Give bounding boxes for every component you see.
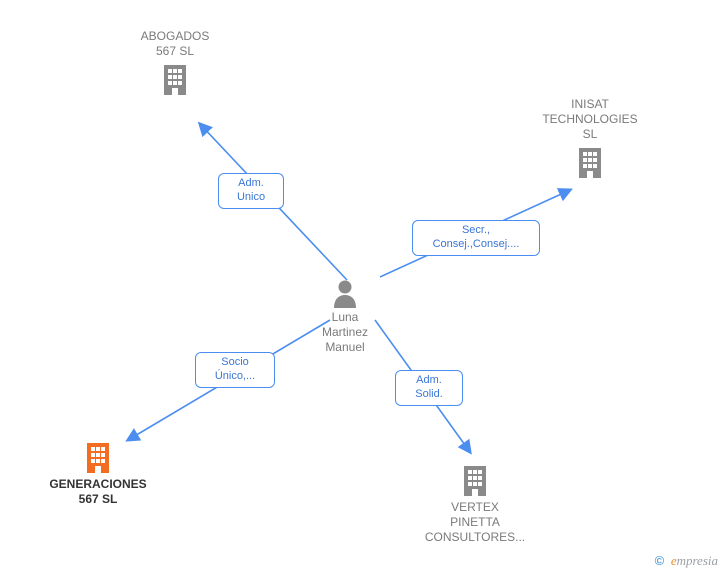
edge-label-inisat[interactable]: Secr.,Consej.,Consej.... (412, 220, 540, 256)
person-node[interactable]: Luna Martinez Manuel (305, 278, 385, 355)
diagram-canvas: Luna Martinez Manuel ABOGADOS567 SL INISA… (0, 0, 728, 575)
company-label: ABOGADOS567 SL (120, 29, 230, 59)
building-icon (460, 464, 490, 496)
company-node-abogados[interactable]: ABOGADOS567 SL (120, 29, 230, 99)
copyright-symbol: © (655, 553, 665, 568)
company-node-generaciones[interactable]: GENERACIONES567 SL (33, 437, 163, 507)
company-node-inisat[interactable]: INISATTECHNOLOGIESSL (530, 97, 650, 182)
building-icon (83, 441, 113, 473)
watermark: © empresia (655, 553, 718, 569)
edge-label-vertex[interactable]: Adm.Solid. (395, 370, 463, 406)
edge-label-abogados[interactable]: Adm.Unico (218, 173, 284, 209)
building-icon (575, 146, 605, 178)
building-icon (160, 63, 190, 95)
company-label: VERTEXPINETTACONSULTORES... (410, 500, 540, 545)
person-label: Luna Martinez Manuel (305, 310, 385, 355)
brand-name: empresia (671, 553, 718, 568)
person-icon (331, 278, 359, 308)
company-node-vertex[interactable]: VERTEXPINETTACONSULTORES... (410, 460, 540, 545)
company-label: GENERACIONES567 SL (33, 477, 163, 507)
company-label: INISATTECHNOLOGIESSL (530, 97, 650, 142)
edge-label-generaciones[interactable]: SocioÚnico,... (195, 352, 275, 388)
